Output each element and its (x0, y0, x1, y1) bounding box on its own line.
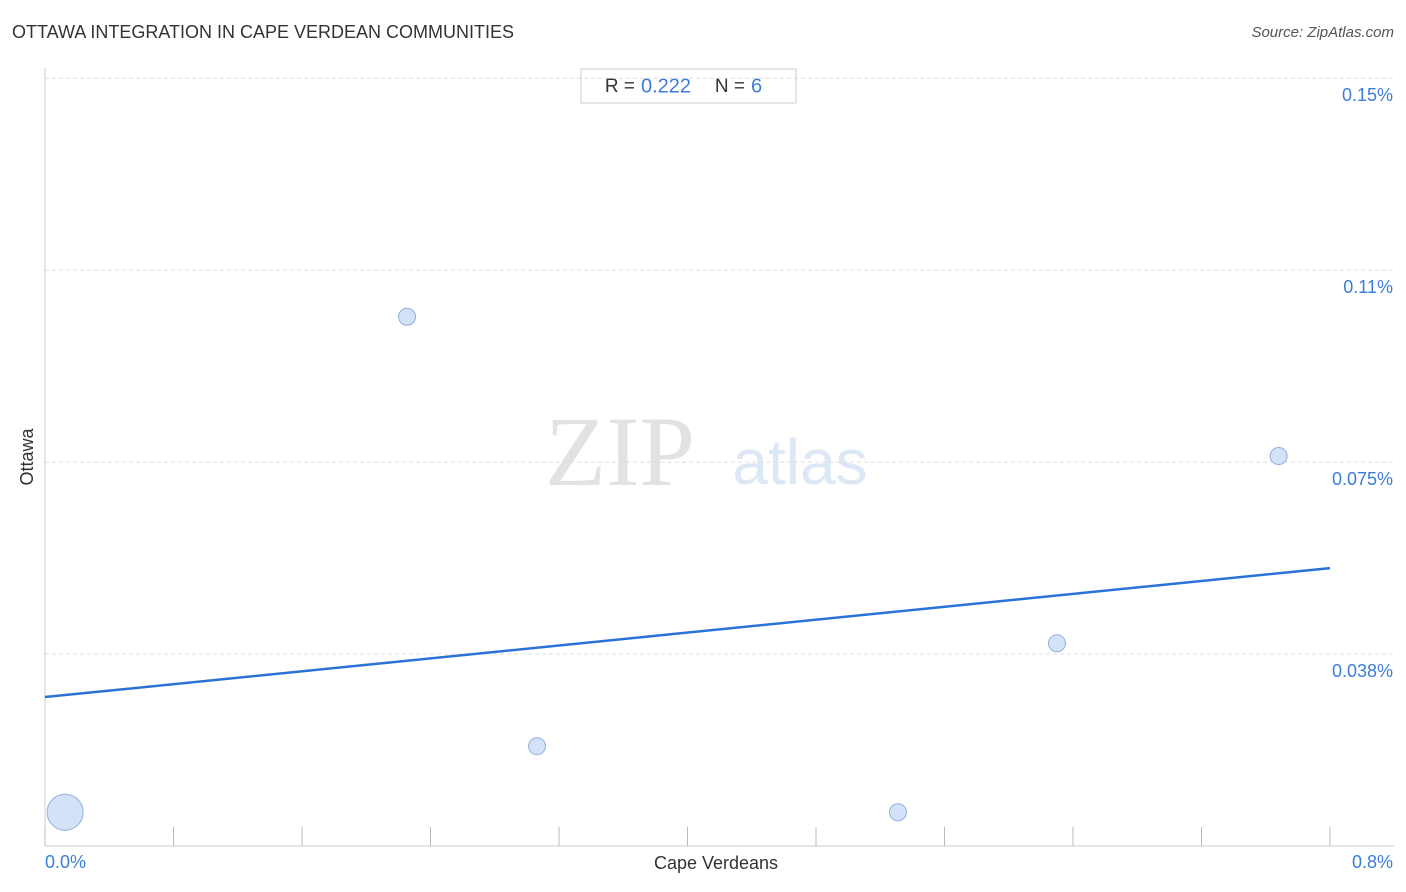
point (398, 307, 417, 326)
point (888, 803, 907, 822)
y-tick-label: 0.15% (1342, 85, 1393, 105)
n-value: 6 (751, 75, 762, 97)
watermark-zip: ZIP (545, 396, 695, 507)
y-tick-label: 0.075% (1332, 469, 1393, 489)
n-label: N = (715, 76, 745, 97)
x-axis-label: Cape Verdeans (654, 853, 778, 873)
point (1047, 634, 1066, 653)
x-tick-label: 0.8% (1352, 852, 1393, 872)
stats-box (580, 68, 797, 104)
r-label: R = (605, 76, 635, 97)
source: Source: ZipAtlas.com (1251, 24, 1394, 41)
r-value: 0.222 (641, 75, 691, 97)
point (1269, 446, 1288, 465)
point (527, 737, 546, 756)
chart-title: OTTAWA INTEGRATION IN CAPE VERDEAN COMMU… (12, 22, 514, 42)
y-tick-label: 0.11% (1343, 277, 1393, 297)
y-axis-label: Ottawa (17, 428, 37, 486)
x-tick-label: 0.0% (45, 852, 86, 872)
point (46, 793, 84, 831)
y-tick-label: 0.038% (1332, 661, 1393, 681)
trend-line (44, 566, 1331, 699)
